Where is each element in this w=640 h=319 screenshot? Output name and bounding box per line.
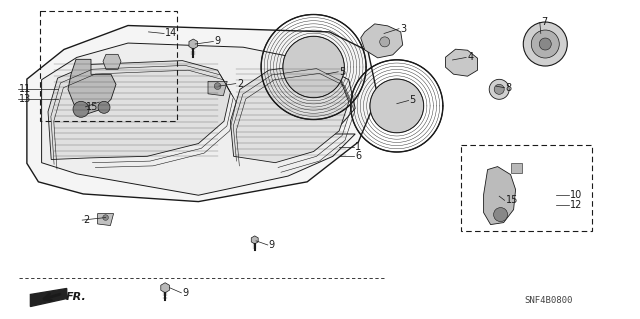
Text: 13: 13 bbox=[19, 94, 31, 104]
Polygon shape bbox=[103, 54, 121, 69]
Circle shape bbox=[73, 101, 89, 117]
Text: 7: 7 bbox=[541, 17, 547, 27]
Polygon shape bbox=[48, 61, 230, 160]
Text: 10: 10 bbox=[570, 189, 582, 200]
Circle shape bbox=[493, 208, 508, 222]
Text: 5: 5 bbox=[410, 95, 416, 106]
Circle shape bbox=[98, 101, 110, 113]
Polygon shape bbox=[161, 283, 170, 293]
Text: FR.: FR. bbox=[65, 292, 86, 302]
Polygon shape bbox=[27, 26, 378, 202]
Text: 15: 15 bbox=[506, 195, 518, 205]
Polygon shape bbox=[98, 213, 114, 226]
Polygon shape bbox=[208, 81, 227, 96]
Circle shape bbox=[540, 38, 551, 50]
Polygon shape bbox=[42, 43, 355, 195]
Text: 4: 4 bbox=[467, 52, 474, 63]
Text: 9: 9 bbox=[269, 240, 275, 250]
Text: 9: 9 bbox=[182, 288, 189, 298]
Circle shape bbox=[283, 36, 344, 98]
Text: 2: 2 bbox=[237, 78, 243, 89]
Circle shape bbox=[524, 22, 567, 66]
Circle shape bbox=[489, 79, 509, 99]
Circle shape bbox=[531, 30, 559, 58]
Text: SNF4B0800: SNF4B0800 bbox=[525, 296, 573, 305]
Text: 5: 5 bbox=[339, 67, 346, 77]
Polygon shape bbox=[31, 288, 67, 307]
Polygon shape bbox=[252, 236, 258, 244]
Text: 15: 15 bbox=[86, 102, 99, 112]
Polygon shape bbox=[511, 163, 522, 173]
Polygon shape bbox=[484, 167, 516, 225]
Text: 12: 12 bbox=[570, 200, 582, 210]
Text: 11: 11 bbox=[19, 84, 31, 94]
Text: 3: 3 bbox=[400, 24, 406, 34]
Text: 14: 14 bbox=[165, 28, 177, 39]
Circle shape bbox=[103, 215, 108, 220]
Text: 6: 6 bbox=[355, 151, 362, 161]
Polygon shape bbox=[445, 49, 477, 76]
Text: 8: 8 bbox=[506, 83, 512, 93]
Polygon shape bbox=[189, 39, 198, 49]
Circle shape bbox=[380, 37, 390, 47]
Circle shape bbox=[494, 84, 504, 94]
Text: 1: 1 bbox=[355, 142, 362, 152]
Polygon shape bbox=[361, 24, 403, 58]
Circle shape bbox=[370, 79, 424, 133]
Text: 9: 9 bbox=[214, 36, 221, 47]
Text: 2: 2 bbox=[83, 215, 90, 225]
Circle shape bbox=[214, 83, 221, 90]
Polygon shape bbox=[68, 59, 116, 114]
Polygon shape bbox=[230, 64, 349, 163]
